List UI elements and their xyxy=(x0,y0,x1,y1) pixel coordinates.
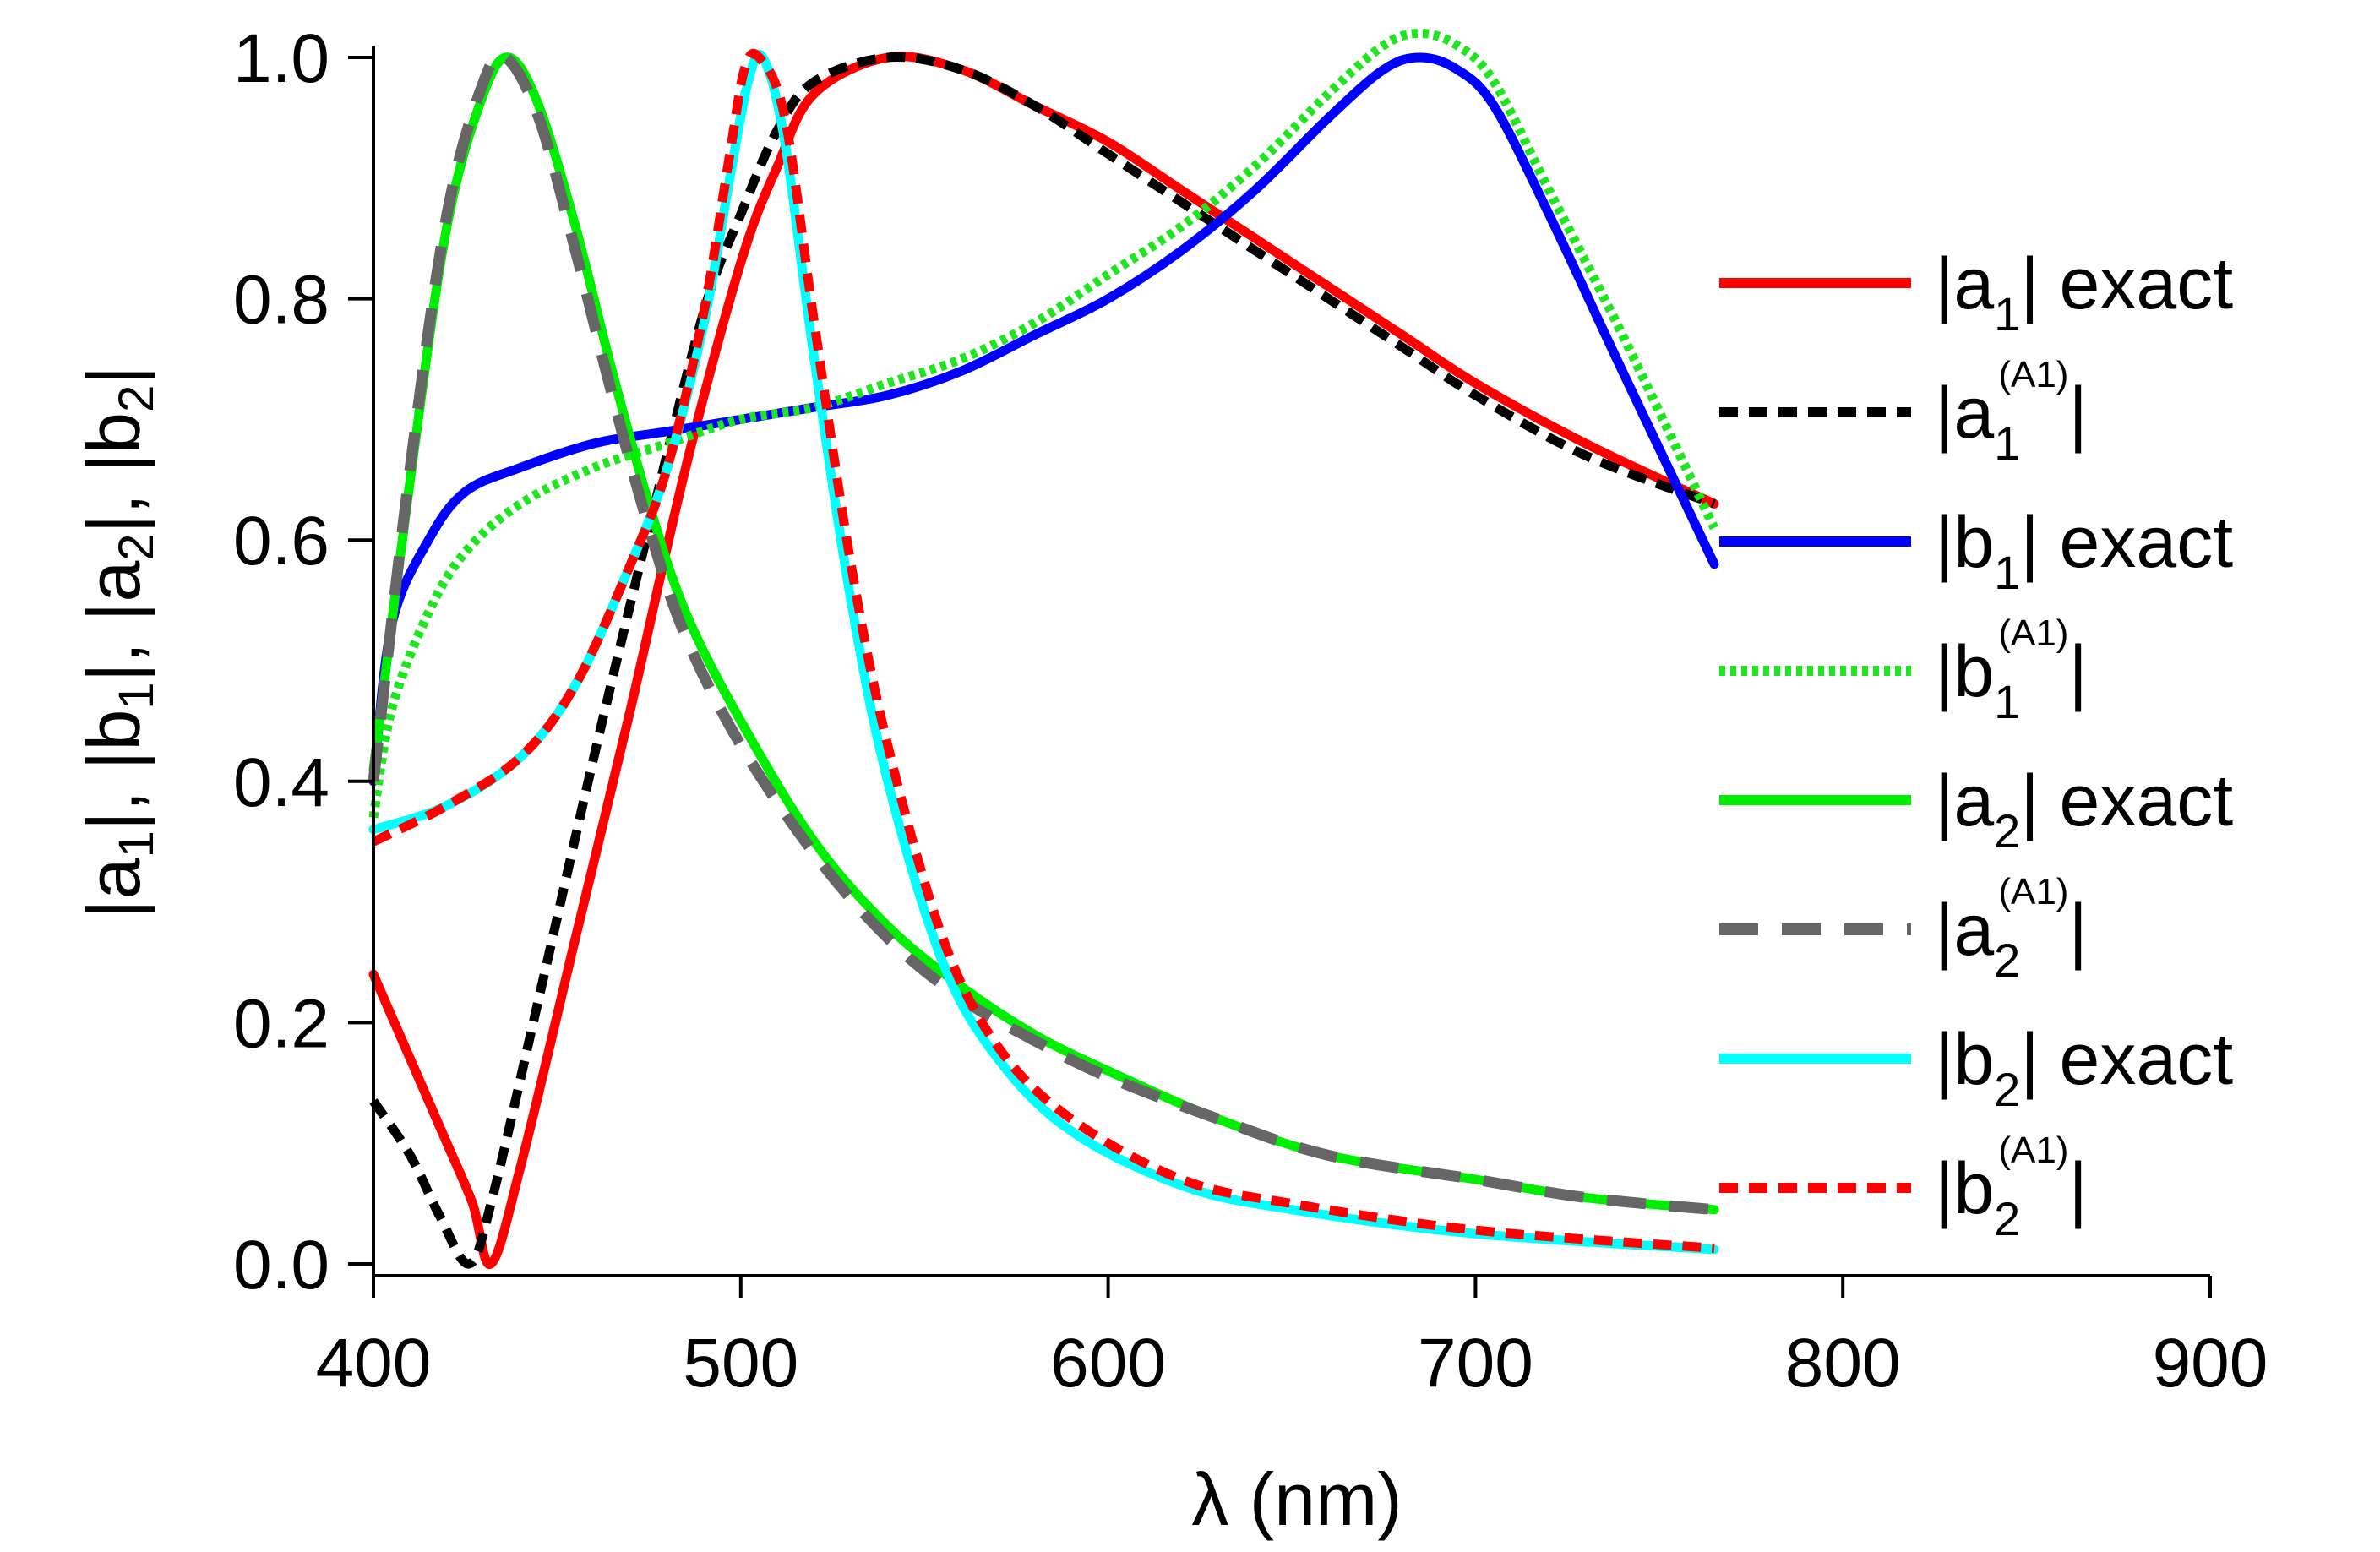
legend-label-part: | exact xyxy=(2020,1019,2233,1100)
y-tick-label-0.4: 0.4 xyxy=(233,744,329,821)
legend-label-7: |b2| exact xyxy=(1935,1019,2233,1116)
y-title-part: |, |a xyxy=(72,561,155,683)
legend-label-subscript: 1 xyxy=(1994,675,2020,728)
y-title-part: |, |b xyxy=(72,710,155,831)
legend-label-subscript: 2 xyxy=(1994,1192,2020,1245)
y-title-subscript: 1 xyxy=(109,682,164,709)
legend-label-part: |b xyxy=(1935,1019,1994,1100)
series-line-3 xyxy=(368,52,1719,787)
series-line-5 xyxy=(368,52,1719,1215)
x-axis-title: λ (nm) xyxy=(1191,1457,1402,1541)
y-title-subscript: 2 xyxy=(109,385,164,412)
legend-label-3: |b1| exact xyxy=(1935,502,2233,599)
legend-label-superscript: (A1) xyxy=(1998,1130,2068,1171)
x-tick-label-400: 400 xyxy=(316,1325,432,1402)
y-tick-label-0.6: 0.6 xyxy=(233,503,329,580)
axes-layer: 400 500 600 700 800 900 0.0 0.2 0.4 0.6 0.8 1.0 xyxy=(233,20,2268,1402)
legend-label-part: |a xyxy=(1935,243,1994,324)
y-title-part: |a xyxy=(72,858,155,918)
legend-label-superscript: (A1) xyxy=(1998,871,2068,912)
series-line-2 xyxy=(369,52,1716,1269)
series-line-8 xyxy=(371,48,1715,1253)
legend-label-part: |a xyxy=(1935,760,1994,841)
series-line-7 xyxy=(368,49,1719,1255)
legend-label-part: |a xyxy=(1935,373,1994,454)
legend-label-part: | exact xyxy=(2020,243,2233,324)
legend-label-part: | xyxy=(2068,373,2087,454)
legend-layer: |a1| exact|a1(A1)||b1| exact|b1(A1)||a2|… xyxy=(1719,243,2233,1245)
y-tick-label-0.0: 0.0 xyxy=(233,1227,329,1304)
legend-label-5: |a2| exact xyxy=(1935,760,2233,858)
legend-label-part: |b xyxy=(1935,1148,1994,1229)
legend-label-part: | exact xyxy=(2020,760,2233,841)
legend-label-subscript: 1 xyxy=(1994,287,2020,340)
series-line-1 xyxy=(368,52,1719,1269)
legend-label-subscript: 2 xyxy=(1994,1063,2020,1116)
legend-label-6: |a2 (A1)| xyxy=(1935,871,2088,987)
legend-label-8: |b2 (A1)| xyxy=(1935,1130,2088,1245)
y-title-subscript: 2 xyxy=(109,533,164,560)
x-tick-label-500: 500 xyxy=(683,1325,798,1402)
legend-label-part: | xyxy=(2068,631,2087,712)
y-title-part: | xyxy=(72,366,155,385)
legend-label-4: |b1 (A1)| xyxy=(1935,613,2088,728)
y-title-part: |, |b xyxy=(72,412,155,534)
legend-label-part: |b xyxy=(1935,631,1994,712)
legend-label-subscript: 1 xyxy=(1994,546,2020,599)
y-tick-label-1.0: 1.0 xyxy=(233,20,329,97)
y-axis-title: |a1|, |b1|, |a2|, |b2| xyxy=(72,366,164,918)
legend-label-subscript: 2 xyxy=(1994,804,2020,858)
legend-label-part: |b xyxy=(1935,502,1994,583)
x-tick-label-800: 800 xyxy=(1785,1325,1901,1402)
legend-label-superscript: (A1) xyxy=(1998,613,2068,654)
y-tick-label-0.2: 0.2 xyxy=(233,985,329,1062)
legend-label-superscript: (A1) xyxy=(1998,354,2068,395)
legend-label-subscript: 1 xyxy=(1994,417,2020,470)
x-tick-label-700: 700 xyxy=(1418,1325,1533,1402)
legend-label-part: | xyxy=(2068,1148,2087,1229)
x-tick-label-900: 900 xyxy=(2153,1325,2268,1402)
legend-label-2: |a1 (A1)| xyxy=(1935,354,2088,470)
legend-label-1: |a1| exact xyxy=(1935,243,2233,340)
x-tick-label-600: 600 xyxy=(1050,1325,1166,1402)
legend-label-part: | xyxy=(2068,890,2087,971)
legend-label-part: |a xyxy=(1935,890,1994,971)
y-title-subscript: 1 xyxy=(109,830,164,858)
y-tick-label-0.8: 0.8 xyxy=(233,262,329,339)
series-line-6 xyxy=(368,49,1715,1216)
legend-label-subscript: 2 xyxy=(1994,934,2020,987)
series-layer xyxy=(368,28,1719,1269)
legend-label-part: | exact xyxy=(2020,502,2233,583)
